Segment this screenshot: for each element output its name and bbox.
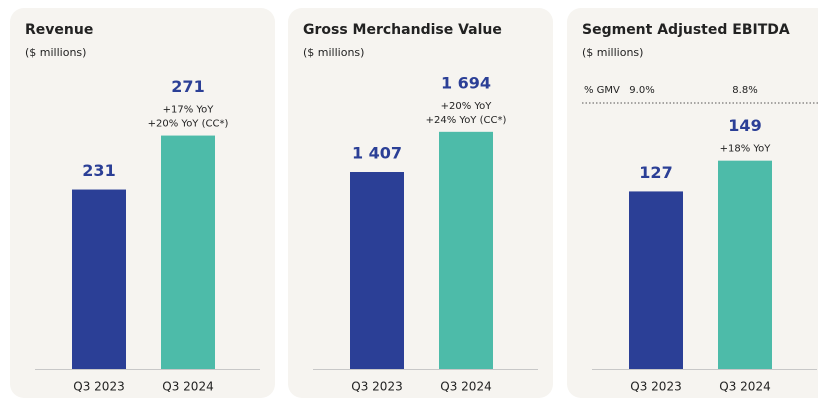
panel-background (288, 8, 553, 398)
panel-title: Gross Merchandise Value (303, 22, 502, 38)
value-label: 1 407 (352, 144, 402, 163)
bar (72, 189, 126, 369)
value-label: 149 (728, 116, 761, 135)
panel-title: Segment Adjusted EBITDA (582, 22, 790, 38)
x-tick-label: Q3 2023 (351, 380, 402, 394)
panel-title: Revenue (25, 22, 93, 38)
bar-annotation: +20% YoY (441, 101, 493, 112)
bar (350, 172, 404, 369)
bar-annotation: +18% YoY (720, 144, 772, 155)
panel-subtitle: ($ millions) (303, 46, 364, 59)
panel: Segment Adjusted EBITDA ($ millions) 127 Q3… (567, 8, 818, 398)
bar-annotation: +17% YoY (163, 105, 215, 116)
x-tick-label: Q3 2023 (630, 380, 681, 394)
panel: Revenue ($ millions) 231 Q3 2023 +17% YoY +20… (10, 8, 275, 398)
value-label: 271 (171, 77, 204, 96)
value-label: 231 (82, 161, 115, 180)
x-tick-label: Q3 2024 (719, 380, 770, 394)
bar (161, 135, 215, 369)
x-tick-label: Q3 2024 (440, 380, 491, 394)
ratio-value: 9.0% (629, 85, 654, 96)
bar-annotation: +24% YoY (CC*) (426, 115, 507, 126)
panel-background (567, 8, 818, 398)
value-label: 127 (639, 163, 672, 182)
value-label: 1 694 (441, 73, 491, 92)
panel: Gross Merchandise Value ($ millions) 1 407… (288, 8, 553, 398)
panel-background (10, 8, 275, 398)
panel-subtitle: ($ millions) (582, 46, 643, 59)
x-tick-label: Q3 2024 (162, 380, 213, 394)
ratio-value: 8.8% (732, 85, 757, 96)
ratio-label: % GMV (584, 85, 620, 96)
panel-subtitle: ($ millions) (25, 46, 86, 59)
bar (629, 191, 683, 369)
bar (439, 131, 493, 369)
bar-annotation: +20% YoY (CC*) (148, 119, 229, 130)
bar (718, 160, 772, 369)
x-tick-label: Q3 2023 (73, 380, 124, 394)
